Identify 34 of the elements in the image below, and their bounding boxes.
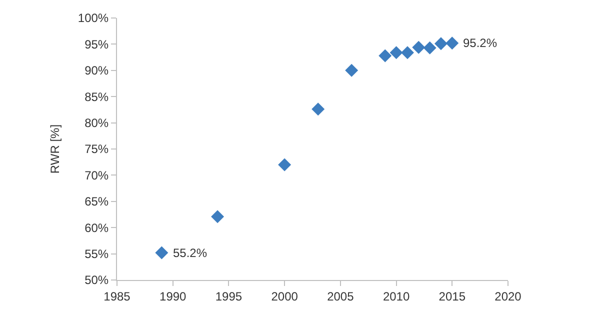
y-tick-label: 75% — [84, 142, 109, 156]
x-tick-label: 1995 — [215, 289, 242, 304]
y-tick-label: 100% — [78, 11, 109, 26]
point — [345, 64, 358, 77]
y-tick-label: 95% — [84, 37, 109, 52]
point — [211, 210, 224, 224]
x-tick-label: 1990 — [160, 289, 187, 304]
annotation: 55.2% — [173, 246, 208, 260]
x-tick-label: 2015 — [438, 289, 466, 304]
y-tick-label: 65% — [84, 194, 109, 209]
point — [378, 49, 392, 62]
point — [423, 41, 436, 54]
y-tick-label: 90% — [84, 64, 109, 78]
point — [434, 37, 448, 50]
point — [312, 102, 325, 116]
y-tick-label: 50% — [84, 273, 109, 288]
y-tick-label: 55% — [84, 247, 109, 261]
point — [446, 36, 459, 50]
y-tick-label: 85% — [84, 90, 109, 104]
x-tick-label: 1985 — [104, 289, 131, 304]
x-tick-label: 2000 — [271, 289, 298, 304]
x-tick-label: 2005 — [327, 289, 354, 304]
point — [412, 40, 426, 54]
y-axis-title: RWR [%] — [48, 124, 62, 174]
y-tick-label: 70% — [84, 168, 109, 182]
y-tick-label: 60% — [84, 220, 109, 235]
x-tick-label: 2010 — [382, 289, 410, 304]
x-tick-label: 2020 — [494, 289, 522, 304]
annotation: 95.2% — [463, 36, 498, 50]
point — [400, 46, 414, 60]
point — [155, 246, 168, 260]
y-tick-label: 80% — [84, 116, 109, 130]
point — [278, 158, 292, 172]
point — [390, 46, 403, 60]
